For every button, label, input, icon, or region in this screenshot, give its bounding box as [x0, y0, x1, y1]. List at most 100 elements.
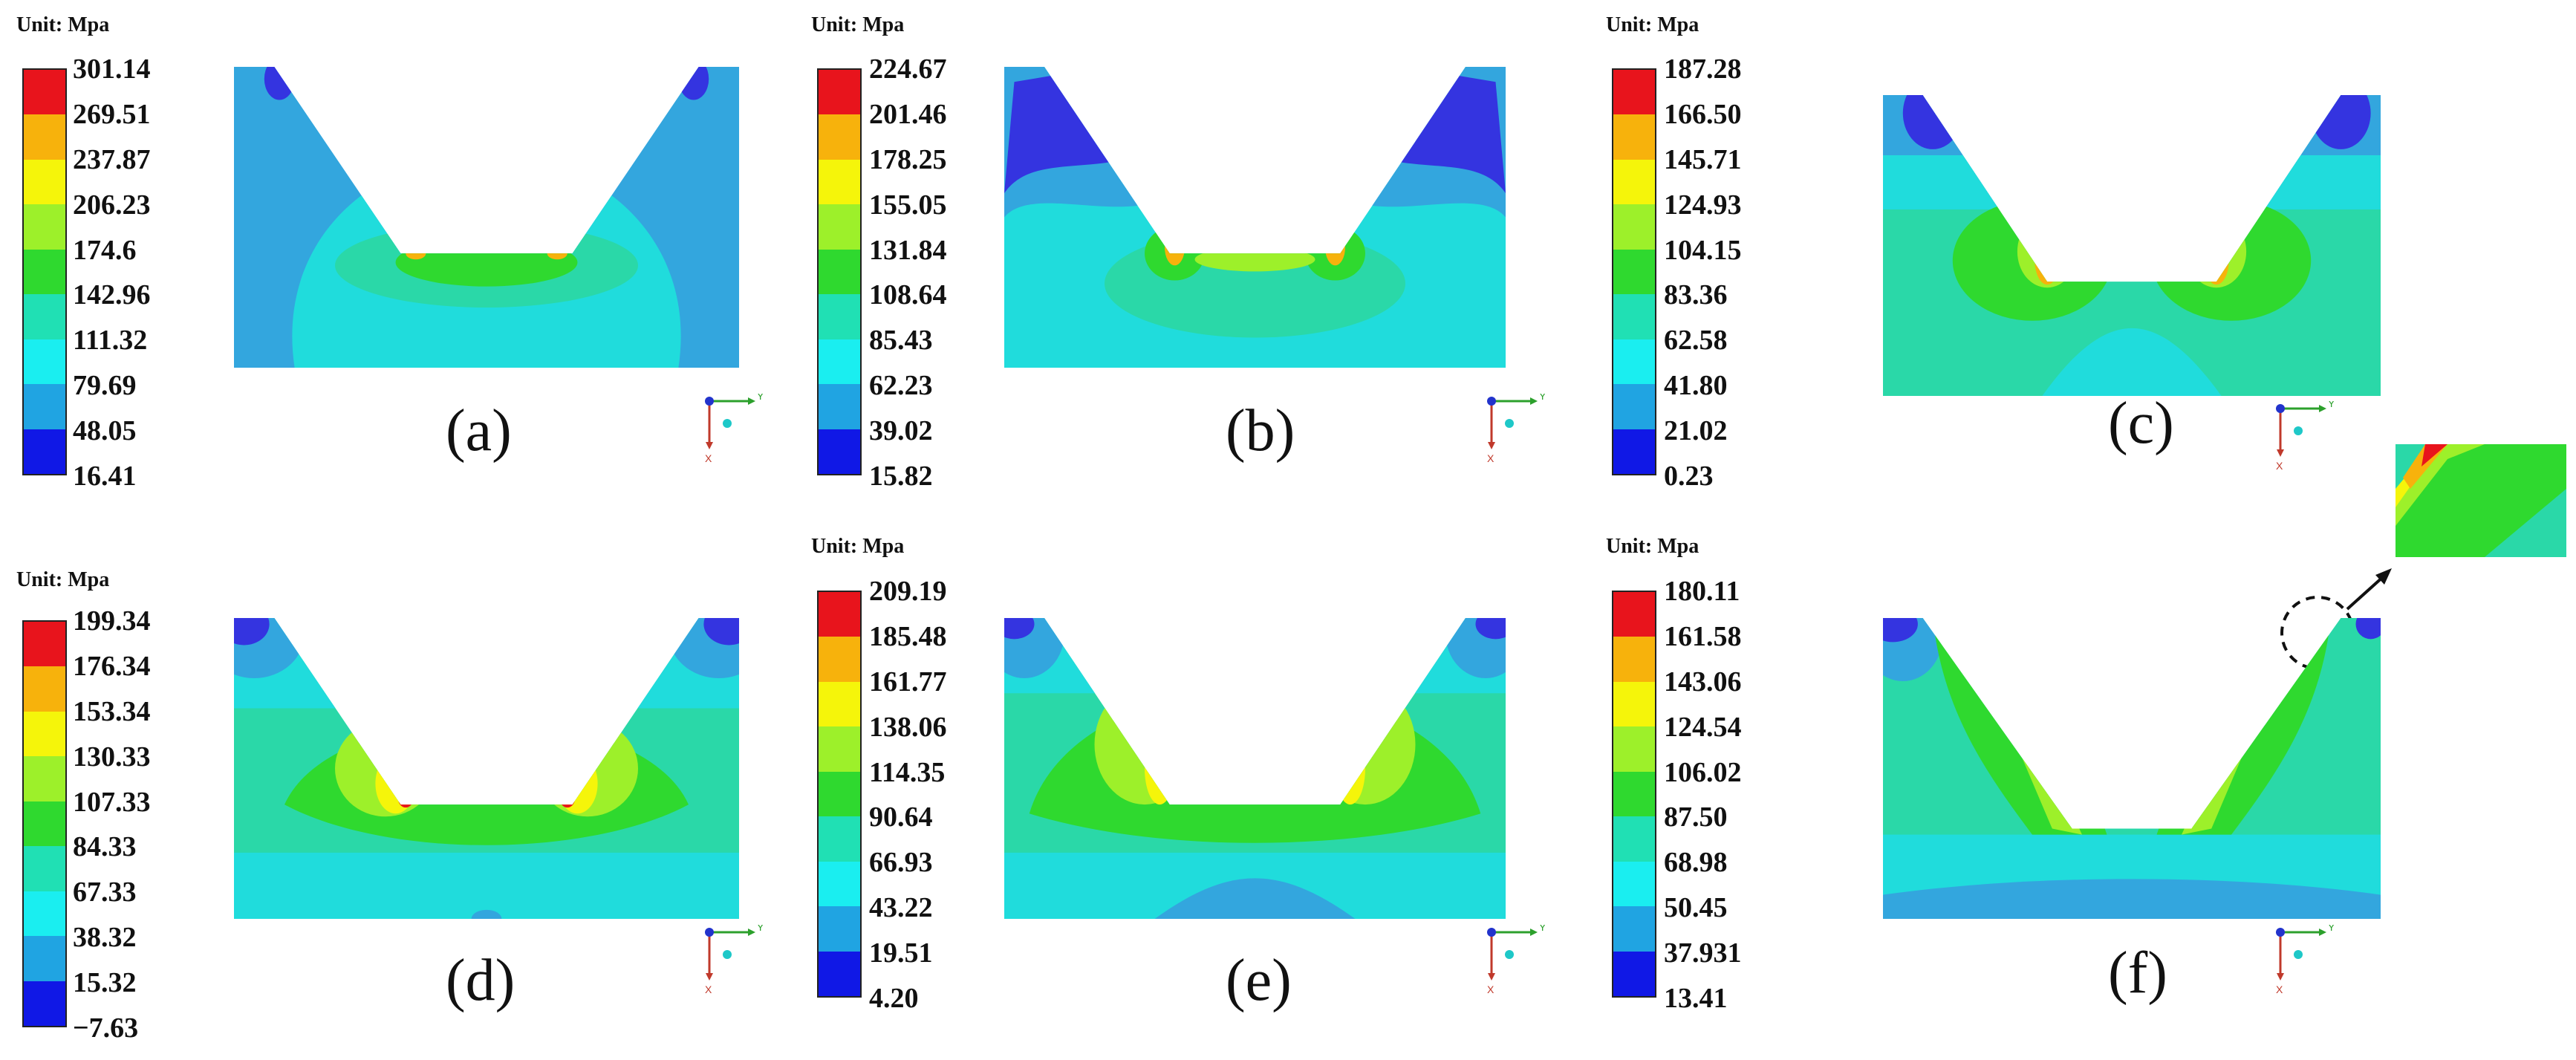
legend-swatch: [819, 204, 860, 250]
legend-tick-label: 66.93: [869, 847, 933, 879]
legend-tick-label: 143.06: [1664, 666, 1742, 698]
legend-tick-label: 50.45: [1664, 892, 1728, 924]
legend-tick-label: 79.69: [73, 370, 137, 402]
legend-tick-label: 41.80: [1664, 370, 1728, 402]
legend-tick-label: 111.32: [73, 325, 148, 357]
legend-tick-label: 85.43: [869, 325, 933, 357]
legend-swatch: [1613, 294, 1655, 339]
legend-swatch: [24, 756, 65, 801]
stress-contour-plot: [234, 67, 739, 368]
legend-swatch: [1613, 249, 1655, 295]
stress-contour-plot: [1004, 618, 1506, 919]
legend-tick-label: 83.36: [1664, 279, 1728, 311]
legend-tick-label: 90.64: [869, 801, 933, 833]
legend-swatch: [819, 637, 860, 682]
legend-swatch: [819, 429, 860, 474]
axis-y-label: Y: [2328, 401, 2335, 409]
axis-triad-icon: Y X: [1487, 394, 1546, 464]
legend-tick-label: 62.23: [869, 370, 933, 402]
legend-colorbar: [22, 68, 67, 475]
axis-triad-icon: Y X: [705, 394, 764, 464]
legend-swatch: [1613, 159, 1655, 205]
legend-tick-label: 206.23: [73, 189, 151, 221]
legend-swatch: [24, 429, 65, 474]
panel-caption: (e): [1226, 948, 1292, 1013]
legend-swatch: [1613, 114, 1655, 160]
legend-swatch: [24, 204, 65, 250]
legend-swatch: [819, 294, 860, 339]
legend-tick-label: 237.87: [73, 143, 151, 175]
legend-tick-label: 178.25: [869, 143, 947, 175]
legend-swatch: [819, 592, 860, 637]
legend-tick-label: 174.6: [73, 234, 137, 266]
legend-tick-label: 180.11: [1664, 576, 1740, 607]
legend-tick-label: 38.32: [73, 922, 137, 954]
unit-label: Unit: Mpa: [16, 568, 110, 591]
legend-swatch: [24, 114, 65, 160]
legend-swatch: [819, 681, 860, 727]
legend-swatch: [24, 711, 65, 757]
legend-tick-label: 13.41: [1664, 983, 1728, 1014]
legend-swatch: [1613, 681, 1655, 727]
legend-tick-label: 161.58: [1664, 620, 1742, 652]
axis-y-label: Y: [1539, 394, 1546, 402]
legend-tick-label: 106.02: [1664, 756, 1742, 788]
legend-tick-label: 43.22: [869, 892, 933, 924]
stress-contour-plot: [1883, 618, 2381, 919]
legend-tick-label: 104.15: [1664, 234, 1742, 266]
axis-triad-icon: Y X: [705, 925, 764, 995]
legend-swatch: [819, 249, 860, 295]
legend-swatch: [1613, 384, 1655, 429]
legend-tick-label: 138.06: [869, 711, 947, 743]
legend-swatch: [1613, 592, 1655, 637]
panel-caption: (d): [446, 948, 515, 1013]
legend-swatch: [24, 70, 65, 115]
legend-tick-label: 0.23: [1664, 461, 1714, 492]
legend-swatch: [1613, 429, 1655, 474]
unit-label: Unit: Mpa: [811, 535, 905, 558]
legend-swatch: [24, 159, 65, 205]
legend-colorbar: [22, 620, 67, 1027]
legend-tick-label: 15.82: [869, 461, 933, 492]
unit-label: Unit: Mpa: [16, 13, 110, 36]
unit-label: Unit: Mpa: [1606, 13, 1700, 36]
panel-caption: (b): [1226, 398, 1295, 464]
legend-swatch: [24, 294, 65, 339]
legend-tick-label: 19.51: [869, 937, 933, 969]
legend-swatch: [1613, 726, 1655, 772]
legend-tick-label: 124.93: [1664, 189, 1742, 221]
axis-triad-icon: Y X: [2276, 401, 2335, 472]
legend-swatch: [819, 906, 860, 952]
legend-tick-label: 39.02: [869, 415, 933, 447]
stress-contour-plot: [234, 618, 739, 919]
legend-colorbar: [817, 68, 862, 475]
legend-tick-label: 62.58: [1664, 325, 1728, 357]
legend-swatch: [1613, 906, 1655, 952]
legend-tick-label: 269.51: [73, 98, 151, 130]
legend-tick-label: 114.35: [869, 756, 946, 788]
legend-swatch: [819, 771, 860, 817]
legend-tick-label: 176.34: [73, 650, 151, 682]
legend-tick-label: 166.50: [1664, 98, 1742, 130]
legend-tick-label: 161.77: [869, 666, 947, 698]
legend-tick-label: 131.84: [869, 234, 947, 266]
legend-tick-label: 201.46: [869, 98, 947, 130]
axis-x-label: X: [1487, 452, 1494, 464]
legend-swatch: [24, 249, 65, 295]
axis-y-label: Y: [757, 394, 764, 402]
legend-tick-label: 130.33: [73, 741, 151, 773]
legend-tick-label: 48.05: [73, 415, 137, 447]
axis-x-label: X: [705, 452, 712, 464]
legend-swatch: [1613, 771, 1655, 817]
legend-tick-label: 124.54: [1664, 711, 1742, 743]
axis-x-label: X: [1487, 983, 1494, 995]
legend-tick-label: 142.96: [73, 279, 151, 311]
zoom-inset: [2396, 444, 2566, 557]
legend-swatch: [819, 861, 860, 907]
legend-tick-label: 108.64: [869, 279, 947, 311]
legend-swatch: [24, 801, 65, 847]
legend-tick-label: 67.33: [73, 877, 137, 908]
axis-x-label: X: [2276, 460, 2283, 472]
legend-tick-label: 185.48: [869, 620, 947, 652]
axis-triad-icon: Y X: [2276, 925, 2335, 995]
